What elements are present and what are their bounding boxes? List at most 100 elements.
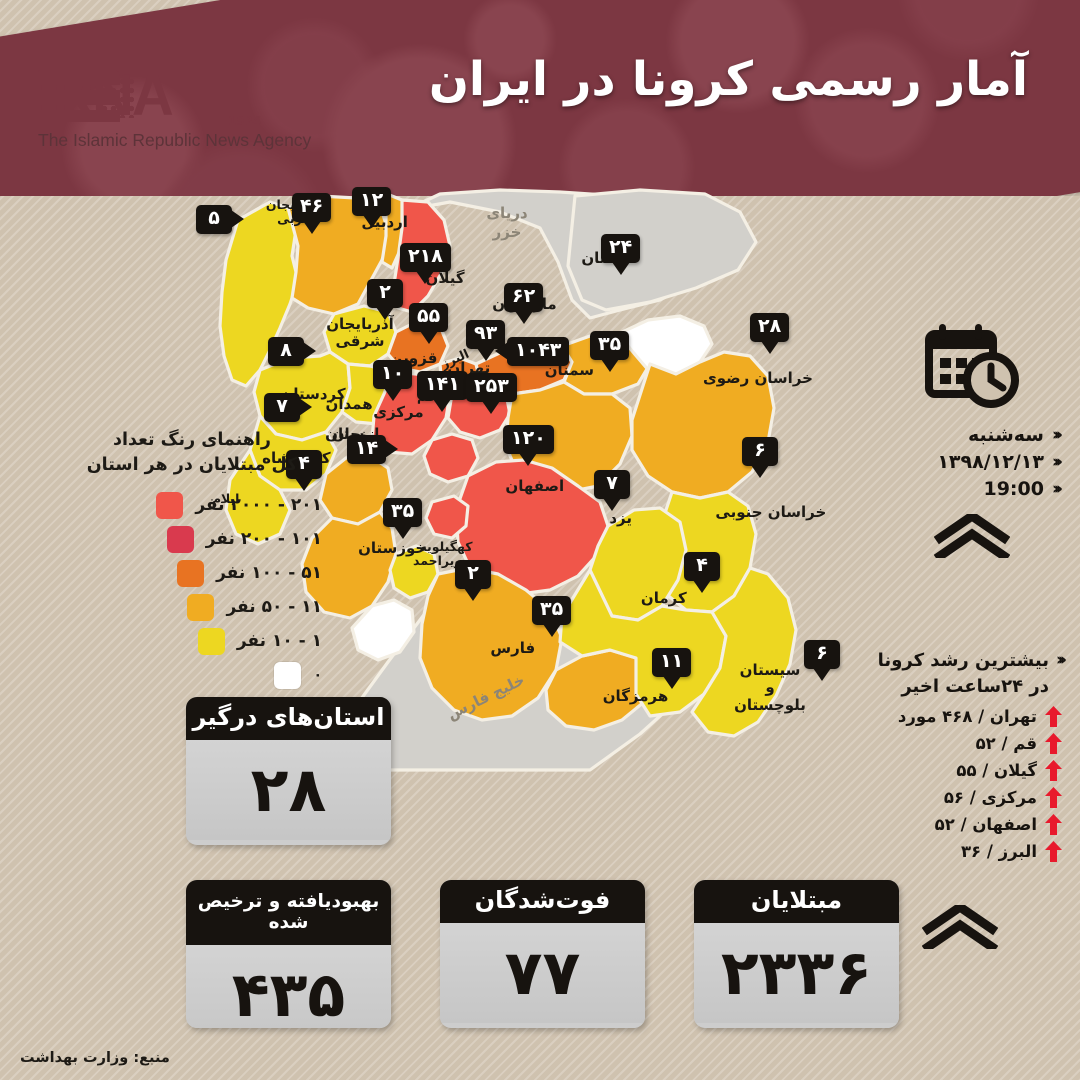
pin-kurdistan[interactable]: ۸ [268, 337, 316, 366]
pin-ardabil[interactable]: ۱۲ [352, 187, 392, 228]
arrow-up-icon [1045, 733, 1062, 755]
pin-value: ۱۱ [652, 648, 692, 677]
pin-value: ۱۴ [347, 435, 387, 464]
pin-value: ۶ [742, 437, 778, 466]
arrow-up-icon [1045, 814, 1062, 836]
growth-row: قم / ۵۲ [862, 733, 1062, 755]
province-bushehr[interactable] [350, 598, 416, 662]
date-weekday: سه‌شنبه [968, 424, 1044, 446]
pin-west-azerbaijan[interactable]: ۵ [196, 205, 244, 234]
province-fars[interactable] [418, 566, 564, 722]
pin-fars[interactable]: ۳۵ [532, 596, 572, 637]
growth-row: مرکزی / ۵۶ [862, 787, 1062, 809]
province-kohgiluyeh[interactable] [388, 544, 440, 600]
pin-mazandaran[interactable]: ۶۲ [504, 283, 544, 324]
pin-value: ۵ [196, 205, 232, 234]
province-kerman[interactable] [558, 568, 728, 718]
pin-value: ۳۵ [590, 331, 630, 360]
pin-tehran[interactable]: ۱۰۴۳ [495, 337, 570, 366]
pin-south-khorasan[interactable]: ۶ [742, 437, 778, 478]
pin-qazvin[interactable]: ۵۵ [409, 303, 449, 344]
pin-yazd[interactable]: ۷ [594, 470, 630, 511]
footer-source: منبع: وزارت بهداشت [20, 1050, 170, 1066]
pin-kerman[interactable]: ۴ [684, 552, 720, 593]
card-recovered: بهبودیافته و ترخیص شده ۴۳۵ [186, 880, 391, 1028]
province-isfahan[interactable] [454, 458, 610, 596]
pin-golestan[interactable]: ۲۴ [601, 234, 641, 275]
pin-value: ۱۰ [373, 360, 413, 389]
pin-value: ۶ [804, 640, 840, 669]
province-chaharmahal[interactable] [424, 494, 470, 540]
card-caption: بهبودیافته و ترخیص شده [186, 880, 391, 945]
growth-row: اصفهان / ۵۲ [862, 814, 1062, 836]
province-ilam[interactable] [224, 448, 292, 546]
pin-value: ۴۶ [292, 193, 332, 222]
arrow-up-icon [1045, 787, 1062, 809]
legend-row: ۱ - ۱۰ نفر [62, 627, 322, 655]
chevron-triple-icon: ‹‹‹ [1055, 650, 1067, 670]
pin-kermanshah[interactable]: ۷ [264, 393, 312, 422]
pin-value: ۸ [268, 337, 304, 366]
card-affected-provinces: استان‌های درگیر ۲۸ [186, 697, 391, 845]
time-value: 19:00 [983, 478, 1044, 500]
pin-semnan[interactable]: ۳۵ [590, 331, 630, 372]
growth-title: ‹‹‹ بیشترین رشد کرونا در ۲۴ساعت اخیر [862, 648, 1067, 699]
chevron-triple-icon: ‹‹‹ [1051, 478, 1063, 499]
legend-swatch [187, 593, 215, 621]
growth-title-text: بیشترین رشد کرونا در ۲۴ساعت اخیر [877, 650, 1049, 697]
growth-text: اصفهان / ۵۲ [934, 815, 1037, 835]
pin-razavi-khorasan[interactable]: ۲۸ [750, 313, 790, 354]
irna-logo: IRNA 1934 The Islamic Republic News Agen… [38, 62, 311, 154]
pin-hamedan[interactable]: ۱۰ [373, 360, 413, 401]
pin-ilam[interactable]: ۴ [286, 450, 322, 491]
growth-panel: ‹‹‹ بیشترین رشد کرونا در ۲۴ساعت اخیر تهر… [862, 648, 1067, 868]
date-value: ۱۳۹۸/۱۲/۱۳ [937, 451, 1044, 473]
pin-qom[interactable]: ۲۵۳ [466, 373, 517, 414]
pin-khuzestan[interactable]: ۳۵ [383, 498, 423, 539]
arrow-up-icon [1045, 760, 1062, 782]
growth-row: تهران / ۴۶۸ مورد [862, 706, 1062, 728]
card-caption: فوت‌شدگان [440, 880, 645, 923]
pin-east-azerbaijan[interactable]: ۴۶ [292, 193, 332, 234]
growth-text: مرکزی / ۵۶ [943, 788, 1037, 808]
province-sistan[interactable] [690, 566, 798, 738]
pin-kohgiluyeh[interactable]: ۲ [455, 560, 491, 601]
pin-alborz[interactable]: ۹۳ [466, 320, 506, 361]
date-row: ‹‹‹ ۱۳۹۸/۱۲/۱۳ [882, 451, 1063, 473]
pin-lorestan[interactable]: ۱۴ [347, 435, 399, 464]
card-value: ۴۳۵ [186, 944, 391, 1028]
logo-dots-icon [100, 68, 134, 118]
pin-gilan[interactable]: ۲۱۸ [400, 243, 451, 284]
province-north-khorasan[interactable] [616, 314, 714, 376]
legend-row: ۱۱ - ۵۰ نفر [62, 593, 322, 621]
legend-label: ۰ [313, 667, 322, 684]
pin-value: ۵۵ [409, 303, 449, 332]
pin-value: ۲۸ [750, 313, 790, 342]
legend-swatch [166, 525, 194, 553]
legend-label: ۱۰۱ - ۲۰۰ نفر [205, 529, 322, 550]
chevron-up-double-icon-bottom [922, 905, 998, 949]
date-weekday-row: ‹‹‹ سه‌شنبه [882, 424, 1063, 446]
pin-isfahan[interactable]: ۱۲۰ [503, 425, 554, 466]
legend-swatch [197, 627, 225, 655]
card-infected: مبتلایان ۲۳۳۶ [694, 880, 899, 1028]
pin-value: ۲۱۸ [400, 243, 451, 272]
pin-value: ۱۰۴۳ [507, 337, 570, 366]
pin-markazi[interactable]: ۱۴۱ [417, 371, 468, 412]
legend-title: راهنمای رنگ تعداد کل مبتلایان در هر استا… [62, 428, 322, 479]
pin-zanjan[interactable]: ۲ [367, 279, 403, 320]
time-row: ‹‹‹ 19:00 [882, 478, 1063, 500]
legend-title-line1: راهنمای رنگ تعداد [113, 430, 271, 450]
pin-sistan[interactable]: ۶ [804, 640, 840, 681]
arrow-up-icon [1045, 706, 1062, 728]
pin-hormozgan[interactable]: ۱۱ [652, 648, 692, 689]
pin-value: ۲ [455, 560, 491, 589]
growth-row: البرز / ۳۶ [862, 841, 1062, 863]
growth-text: گیلان / ۵۵ [956, 761, 1037, 781]
card-value: ۲۳۳۶ [694, 922, 899, 1023]
legend-label: ۱ - ۱۰ نفر [236, 631, 322, 652]
legend-label: ۵۱ - ۱۰۰ نفر [216, 563, 322, 584]
pin-value: ۱۴۱ [417, 371, 468, 400]
card-caption: مبتلایان [694, 880, 899, 923]
pin-value: ۱۲ [352, 187, 392, 216]
